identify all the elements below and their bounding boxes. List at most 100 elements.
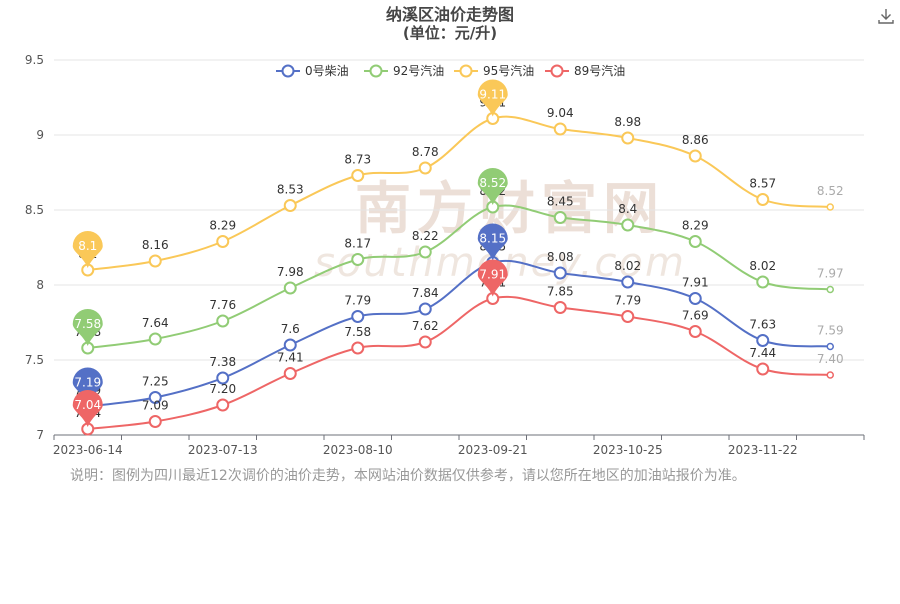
legend-swatch-dot	[281, 64, 295, 78]
data-point	[283, 338, 297, 352]
data-label: 8.53	[277, 183, 304, 197]
data-label: 7.69	[682, 309, 709, 323]
y-tick-label: 7	[36, 428, 44, 442]
data-label: 7.97	[817, 267, 844, 281]
data-label: 8.17	[344, 237, 371, 251]
data-point	[756, 362, 770, 376]
marker-pin	[72, 390, 103, 427]
data-point	[826, 342, 834, 351]
data-label: 7.84	[412, 286, 439, 300]
data-label: 8.98	[614, 115, 641, 129]
download-icon[interactable]	[876, 6, 896, 26]
data-point	[756, 193, 770, 206]
marker-pin	[477, 259, 508, 297]
data-point	[418, 245, 432, 259]
data-point	[553, 301, 567, 314]
data-point	[283, 367, 297, 380]
data-point	[621, 131, 635, 145]
data-label: 7.40	[817, 352, 844, 366]
x-tick-label: 2023-07-13	[188, 443, 258, 457]
data-label: 7.38	[209, 355, 236, 369]
data-point	[756, 275, 770, 289]
data-point	[621, 275, 635, 289]
data-label: 7.41	[277, 351, 304, 365]
legend-swatch-dot	[550, 64, 564, 78]
data-label: 7.62	[412, 319, 439, 333]
x-tick-label: 2023-08-10	[323, 443, 393, 457]
marker-pin	[72, 367, 103, 405]
data-point	[553, 211, 567, 224]
x-tick-label: 2023-09-21	[458, 443, 528, 457]
data-point	[351, 310, 365, 323]
marker-pin-label: 8.52	[479, 176, 506, 190]
data-label: 8.16	[142, 238, 169, 252]
data-point	[283, 199, 297, 212]
data-label: 8.22	[412, 229, 439, 243]
data-point	[826, 203, 834, 211]
data-point	[351, 169, 365, 182]
data-label: 7.76	[209, 298, 236, 312]
data-point	[418, 302, 432, 316]
marker-pin	[72, 231, 103, 268]
data-point	[216, 314, 230, 328]
data-point	[216, 371, 230, 385]
data-label: 8.02	[749, 259, 776, 273]
legend-item-2: 95号汽油	[483, 63, 534, 78]
marker-pin	[477, 168, 508, 205]
y-tick-label: 8.5	[25, 203, 44, 217]
data-point	[216, 398, 230, 412]
data-label: 7.91	[682, 276, 709, 290]
marker-pin-label: 7.19	[74, 376, 101, 390]
data-label: 9.04	[547, 106, 574, 120]
data-point	[688, 149, 702, 163]
data-label: 7.79	[614, 294, 641, 308]
legend-item-3: 89号汽油	[574, 63, 625, 78]
data-point	[418, 335, 432, 349]
data-label: 8.4	[618, 202, 637, 216]
data-label: 7.59	[817, 324, 844, 338]
data-label: 7.85	[547, 285, 574, 299]
data-point	[756, 334, 770, 347]
data-label: 8.29	[209, 219, 236, 233]
y-tick-label: 9.5	[25, 53, 44, 67]
data-point	[688, 292, 702, 305]
marker-pin-label: 9.11	[479, 88, 506, 102]
data-point	[418, 161, 432, 175]
data-label: 7.63	[749, 318, 776, 332]
data-point	[826, 285, 834, 294]
marker-pin	[477, 223, 508, 261]
y-tick-label: 8	[36, 278, 44, 292]
data-label: 7.58	[344, 325, 371, 339]
legend-item-0: 0号柴油	[305, 64, 349, 78]
marker-pin	[72, 309, 103, 346]
data-label: 8.29	[682, 219, 709, 233]
marker-pin-label: 8.1	[78, 239, 97, 253]
data-label: 7.98	[277, 265, 304, 279]
data-point	[351, 341, 365, 355]
y-tick-label: 9	[36, 128, 44, 142]
chart-subtitle: (单位：元/升)	[403, 24, 497, 42]
data-point	[621, 310, 635, 323]
data-point	[216, 235, 230, 248]
data-label: 7.25	[142, 375, 169, 389]
data-point	[148, 391, 162, 404]
data-label: 7.20	[209, 382, 236, 396]
data-label: 8.02	[614, 259, 641, 273]
data-label: 8.73	[344, 153, 371, 167]
data-point	[148, 254, 162, 268]
data-point	[826, 371, 834, 379]
data-label: 7.64	[142, 316, 169, 330]
y-tick-label: 7.5	[25, 353, 44, 367]
data-point	[148, 332, 162, 346]
marker-pin-label: 7.04	[74, 398, 101, 412]
marker-pin	[477, 79, 508, 117]
data-point	[148, 415, 162, 428]
series-line-3	[87, 295, 831, 430]
chart-note: 说明：图例为四川最近12次调价的油价走势，本网站油价数据仅供参考，请以您所在地区…	[70, 468, 746, 484]
marker-pin-label: 7.58	[74, 317, 101, 331]
legend-swatch-dot	[459, 64, 473, 78]
chart-title: 纳溪区油价走势图	[386, 5, 514, 24]
data-label: 7.09	[142, 399, 169, 413]
data-point	[688, 235, 702, 248]
